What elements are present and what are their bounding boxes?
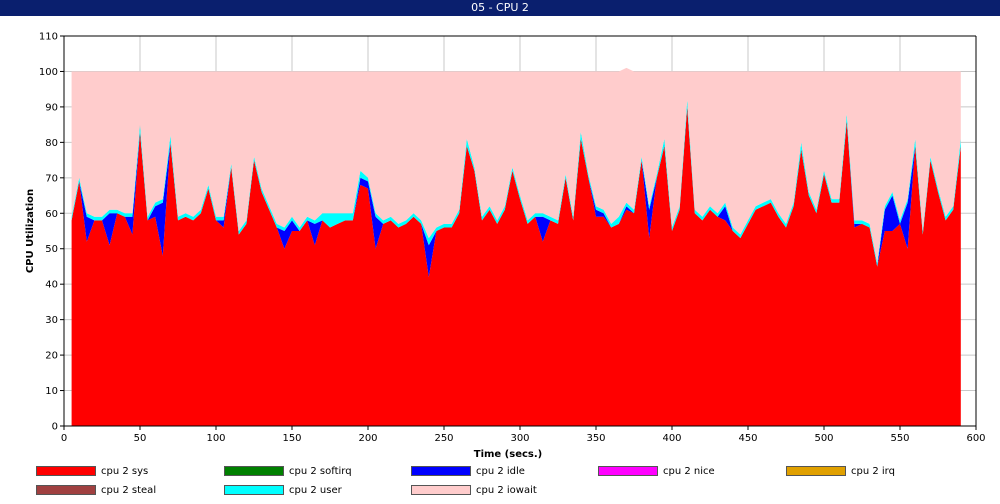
chart-title: 05 - CPU 2: [471, 1, 529, 14]
legend-swatch: [36, 485, 96, 495]
x-tick-label: 150: [282, 433, 301, 444]
y-tick-label: 110: [39, 32, 58, 43]
legend-swatch: [598, 466, 658, 476]
y-tick-label: 20: [45, 351, 58, 362]
legend-swatch: [411, 466, 471, 476]
x-tick-label: 600: [966, 433, 985, 444]
y-tick-label: 60: [45, 209, 58, 220]
x-tick-label: 350: [586, 433, 605, 444]
y-tick-label: 50: [45, 244, 58, 255]
legend-item: cpu 2 user: [224, 485, 342, 497]
area-cpu-2-sys: [71, 106, 961, 427]
x-tick-label: 500: [814, 433, 833, 444]
legend-item: cpu 2 sys: [36, 466, 148, 478]
legend-label: cpu 2 steal: [101, 485, 157, 496]
legend-swatch: [411, 485, 471, 495]
legend-item: cpu 2 steal: [36, 485, 156, 497]
x-tick-label: 550: [890, 433, 909, 444]
x-tick-label: 200: [358, 433, 377, 444]
legend-label: cpu 2 nice: [663, 466, 715, 477]
legend-label: cpu 2 sys: [101, 466, 149, 477]
tick-layer: 0 10 20 30 40 50 60 70 80 90 100 110 0 50 100 150 200 250…: [39, 32, 986, 445]
y-axis-label: CPU Utilization: [25, 189, 36, 273]
y-tick-label: 100: [39, 67, 58, 78]
legend-item: cpu 2 nice: [598, 466, 715, 478]
chart-title-bar: 05 - CPU 2: [0, 0, 1000, 16]
area-cpu-2-user: [71, 99, 961, 267]
area-layer: [71, 67, 961, 427]
legend-item: cpu 2 iowait: [411, 485, 537, 497]
x-tick-label: 100: [206, 433, 225, 444]
legend-swatch: [224, 485, 284, 495]
x-tick-label: 250: [434, 433, 453, 444]
x-tick-label: 0: [61, 433, 67, 444]
legend-swatch: [786, 466, 846, 476]
legend-label: cpu 2 softirq: [289, 466, 352, 477]
legend-label: cpu 2 iowait: [476, 485, 537, 496]
legend-label: cpu 2 irq: [851, 466, 895, 477]
y-tick-label: 40: [45, 280, 58, 291]
legend-swatch: [36, 466, 96, 476]
y-tick-label: 80: [45, 138, 58, 149]
legend-label: cpu 2 idle: [476, 466, 525, 477]
legend-label: cpu 2 user: [289, 485, 342, 496]
legend-item: cpu 2 irq: [786, 466, 895, 478]
cpu-utilization-chart: 0 10 20 30 40 50 60 70 80 90 100 110 0 50 100 150 200 250…: [0, 16, 1000, 466]
y-tick-label: 30: [45, 315, 58, 326]
y-tick-label: 70: [45, 173, 58, 184]
legend-item: cpu 2 idle: [411, 466, 525, 478]
x-tick-label: 400: [662, 433, 681, 444]
x-axis-label: Time (secs.): [474, 449, 543, 460]
legend-swatch: [224, 466, 284, 476]
y-tick-label: 10: [45, 386, 58, 397]
y-tick-label: 0: [52, 422, 58, 433]
legend-item: cpu 2 softirq: [224, 466, 352, 478]
x-tick-label: 450: [738, 433, 757, 444]
area-cpu-2-iowait: [71, 67, 961, 263]
x-tick-label: 300: [510, 433, 529, 444]
x-tick-label: 50: [134, 433, 147, 444]
y-tick-label: 90: [45, 102, 58, 113]
